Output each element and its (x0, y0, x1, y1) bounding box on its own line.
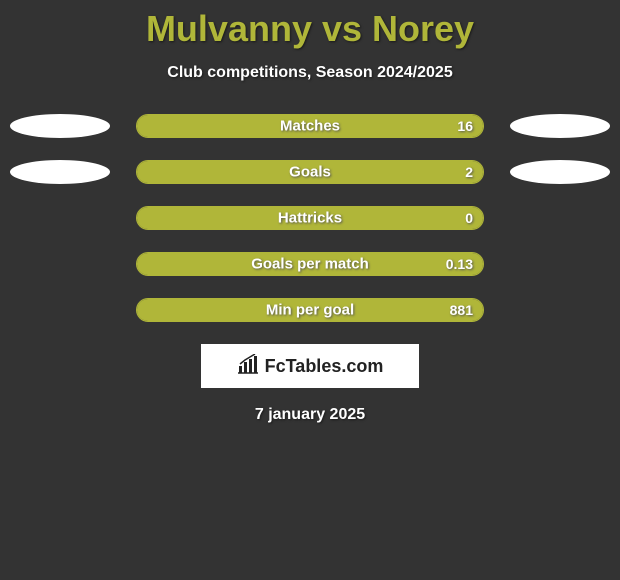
logo-inner: FcTables.com (237, 354, 384, 379)
player-left-ellipse (10, 160, 110, 184)
stat-bar: Min per goal 881 (136, 298, 484, 322)
stat-value-right: 16 (457, 118, 473, 134)
logo-chart-icon (237, 354, 259, 379)
player-right-ellipse (510, 114, 610, 138)
stat-value-right: 0.13 (446, 256, 473, 272)
logo-text: FcTables.com (265, 356, 384, 377)
stat-row: Min per goal 881 (0, 298, 620, 322)
stat-value-right: 2 (465, 164, 473, 180)
stat-label: Hattricks (278, 210, 342, 227)
logo-box[interactable]: FcTables.com (201, 344, 419, 388)
stat-value-right: 0 (465, 210, 473, 226)
stats-container: Matches 16 Goals 2 Hattricks 0 Goals per match… (0, 114, 620, 322)
page-subtitle: Club competitions, Season 2024/2025 (0, 64, 620, 82)
stat-row: Goals 2 (0, 160, 620, 184)
date-text: 7 january 2025 (0, 406, 620, 424)
stat-label: Goals (289, 164, 331, 181)
stat-label: Matches (280, 118, 340, 135)
player-left-ellipse (10, 114, 110, 138)
stat-row: Goals per match 0.13 (0, 252, 620, 276)
stat-label: Goals per match (251, 256, 369, 273)
stat-bar: Hattricks 0 (136, 206, 484, 230)
stat-row: Matches 16 (0, 114, 620, 138)
stat-bar: Goals per match 0.13 (136, 252, 484, 276)
player-right-ellipse (510, 160, 610, 184)
stat-bar: Goals 2 (136, 160, 484, 184)
stat-value-right: 881 (450, 302, 473, 318)
stat-row: Hattricks 0 (0, 206, 620, 230)
page-title: Mulvanny vs Norey (0, 0, 620, 50)
stat-bar: Matches 16 (136, 114, 484, 138)
stat-label: Min per goal (266, 302, 354, 319)
